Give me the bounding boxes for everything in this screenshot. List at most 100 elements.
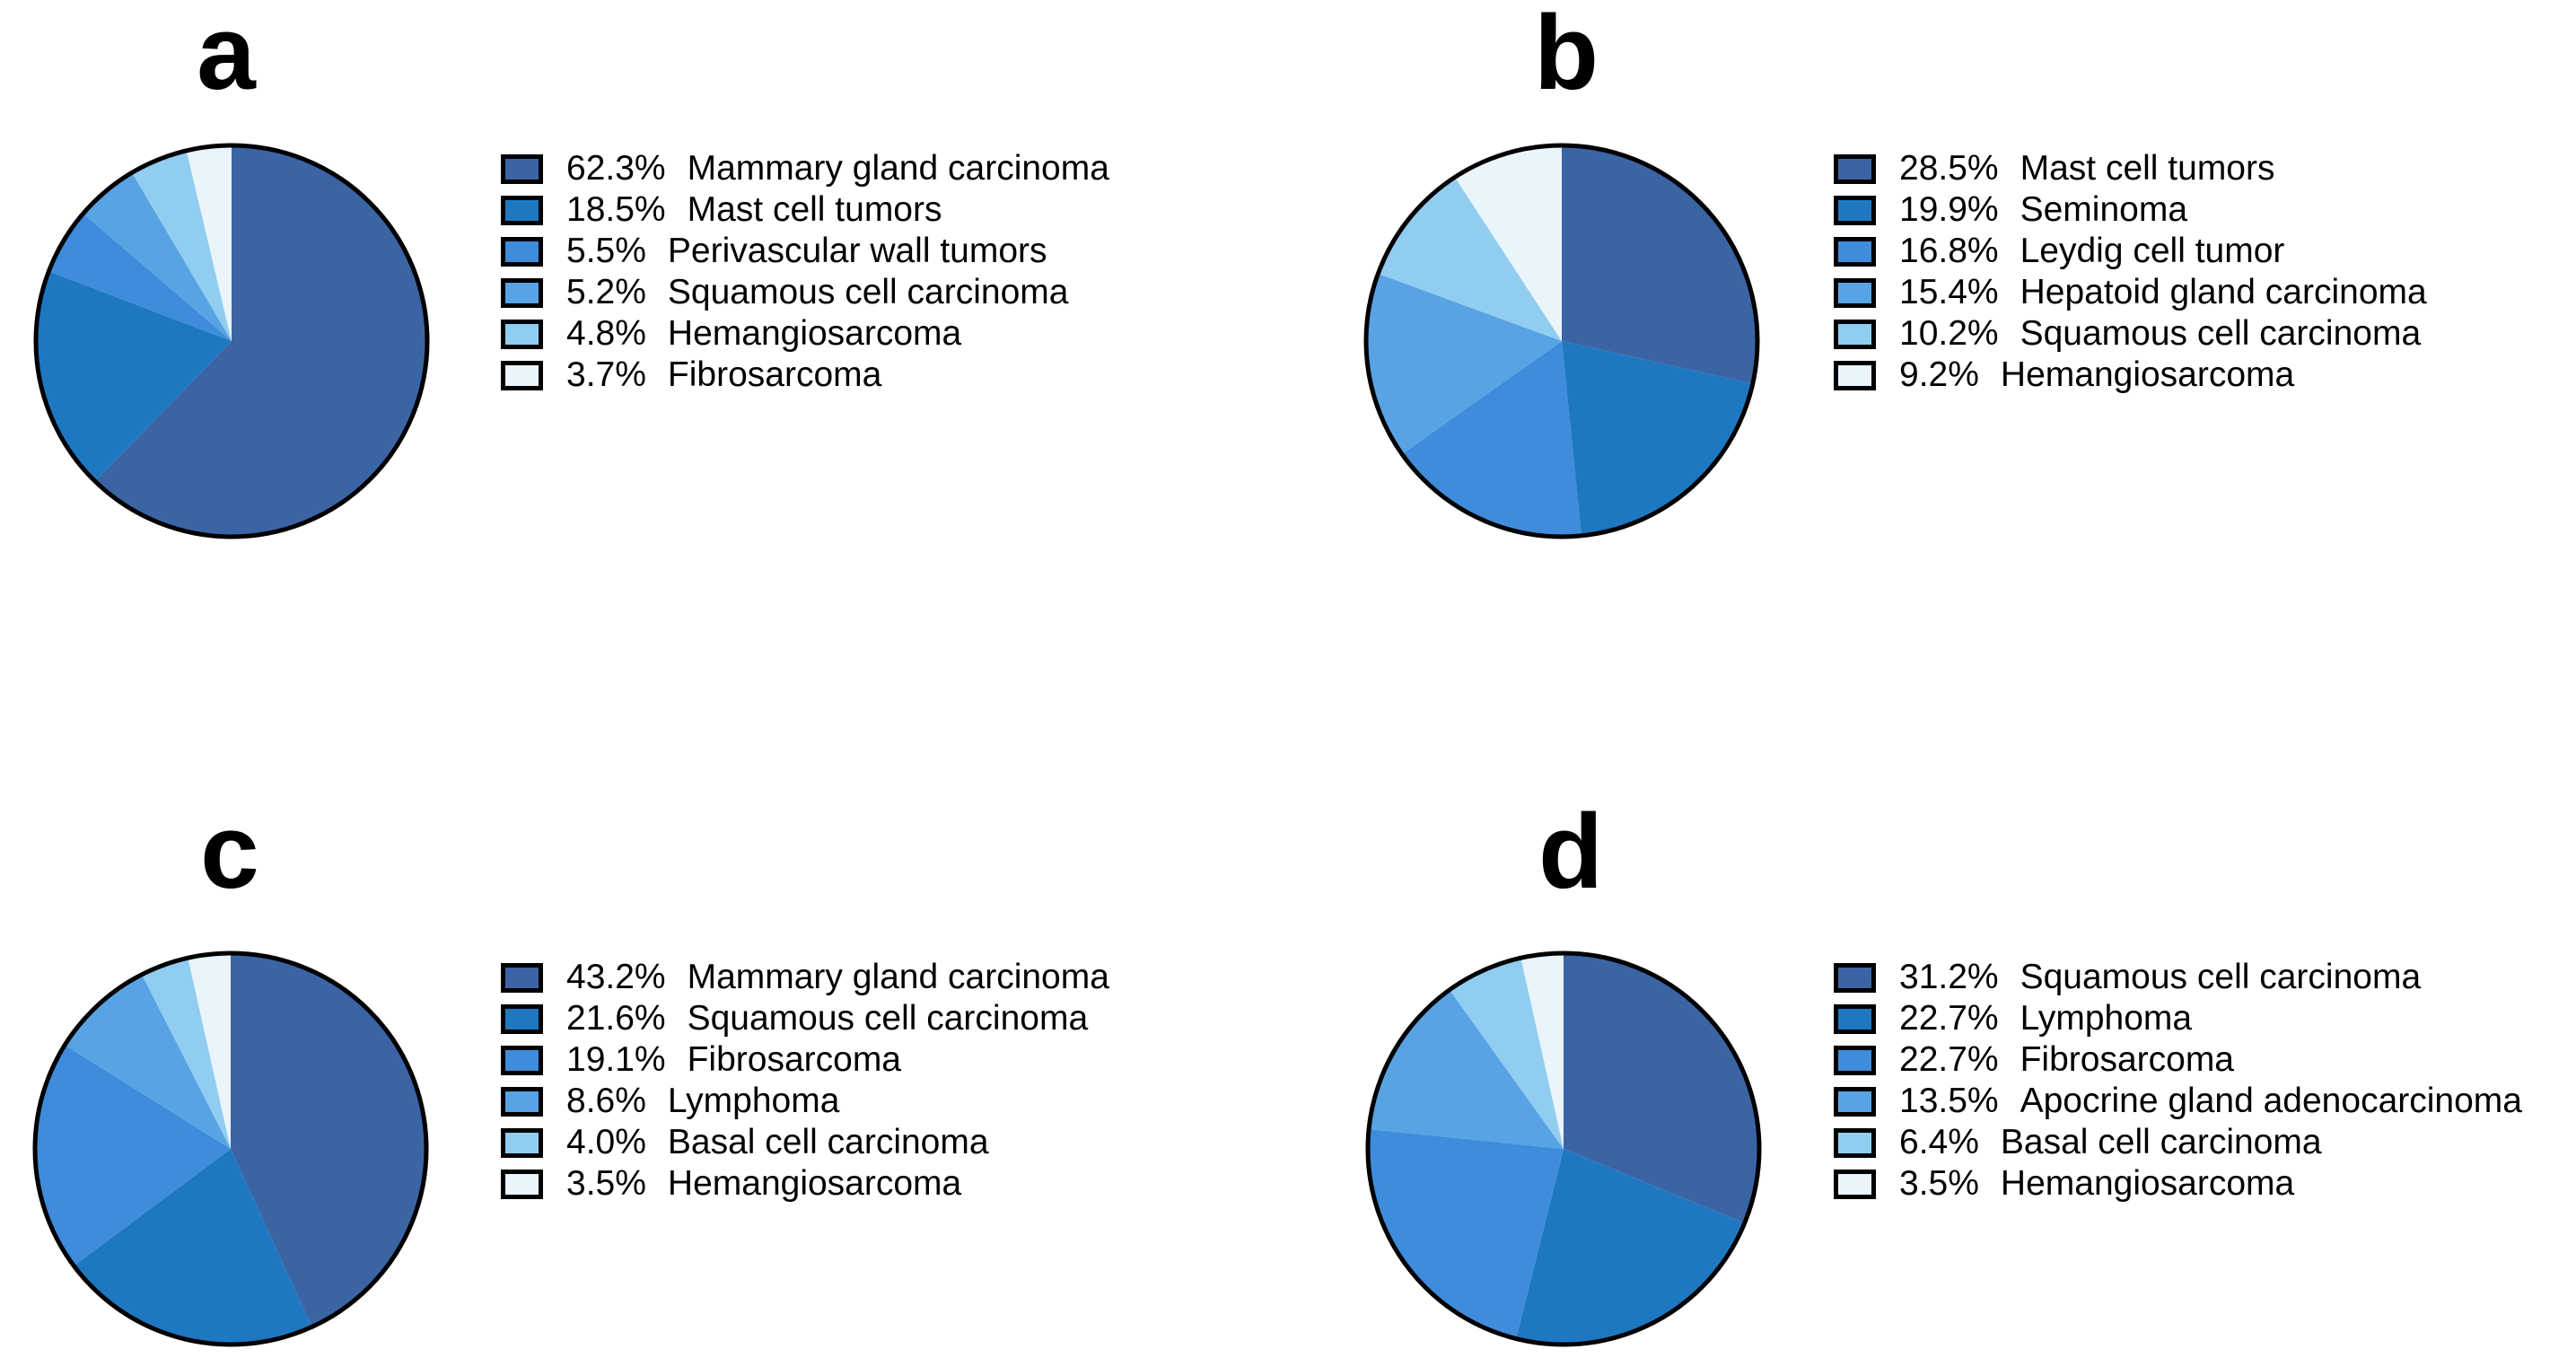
- legend-label: Perivascular wall tumors: [667, 232, 1047, 270]
- legend-item: 62.3% Mammary gland carcinoma: [501, 148, 1109, 189]
- legend-item: 3.7% Fibrosarcoma: [501, 355, 1109, 396]
- pie-slice: [1402, 341, 1582, 538]
- pie-slice: [1562, 341, 1753, 536]
- legend-swatch: [1834, 195, 1876, 225]
- legend-swatch: [1834, 1045, 1876, 1075]
- legend-item: 4.0% Basal cell carcinoma: [501, 1122, 1109, 1163]
- legend-item: 19.1% Fibrosarcoma: [501, 1039, 1109, 1081]
- legend-percent: 15.4%: [1899, 273, 1999, 311]
- legend-swatch: [1834, 277, 1876, 308]
- legend-swatch: [1834, 1169, 1876, 1199]
- legend-percent: 8.6%: [566, 1082, 646, 1120]
- legend-swatch: [501, 1086, 543, 1117]
- legend-percent: 3.5%: [1899, 1164, 1979, 1203]
- pie-outline: [33, 143, 430, 539]
- panel-label-b: b: [1533, 0, 1599, 112]
- pie-slice: [74, 1149, 312, 1345]
- legend-swatch: [1834, 360, 1876, 390]
- legend-label: Hepatoid gland carcinoma: [2020, 273, 2427, 311]
- legend-item: 10.2% Squamous cell carcinoma: [1834, 313, 2427, 355]
- legend-swatch: [1834, 236, 1876, 267]
- legend-label: Leydig cell tumor: [2020, 232, 2285, 270]
- pie-slice: [186, 145, 232, 341]
- panel-label-d: d: [1538, 793, 1604, 911]
- legend-percent: 6.4%: [1899, 1123, 1979, 1161]
- pie-slice: [188, 953, 231, 1149]
- legend-label: Apocrine gland adenocarcinoma: [2020, 1082, 2522, 1120]
- pie-slice: [65, 974, 232, 1149]
- legend-swatch: [1834, 1003, 1876, 1034]
- legend-percent: 5.2%: [566, 273, 646, 311]
- pie-slice: [48, 213, 232, 341]
- legend-label: Squamous cell carcinoma: [2020, 958, 2422, 996]
- legend-percent: 10.2%: [1899, 314, 1999, 353]
- legend-swatch: [1834, 1127, 1876, 1158]
- panel-label-a: a: [197, 0, 256, 112]
- pie-slice: [231, 953, 426, 1327]
- legend-label: Hemangiosarcoma: [667, 1164, 962, 1203]
- legend-item: 13.5% Apocrine gland adenocarcinoma: [1834, 1081, 2522, 1122]
- legend-percent: 13.5%: [1899, 1082, 1999, 1120]
- pie-slice: [1367, 1129, 1564, 1339]
- legend-item: 19.9% Seminoma: [1834, 189, 2427, 231]
- pie-slice: [36, 271, 232, 482]
- legend-percent: 19.1%: [566, 1040, 666, 1079]
- legend-swatch: [501, 1169, 543, 1199]
- legend-label: Hemangiosarcoma: [667, 314, 962, 353]
- legend-label: Seminoma: [2020, 190, 2188, 229]
- legend-item: 21.6% Squamous cell carcinoma: [501, 998, 1109, 1039]
- legend-label: Fibrosarcoma: [687, 1040, 901, 1079]
- legend-percent: 62.3%: [566, 149, 666, 188]
- pie-chart-d: [1365, 951, 1762, 1347]
- legend-percent: 43.2%: [566, 958, 666, 996]
- pie-slice: [1378, 177, 1562, 341]
- pie-slice: [83, 172, 232, 341]
- legend-percent: 21.6%: [566, 999, 666, 1038]
- legend-swatch: [501, 153, 543, 184]
- legend-percent: 19.9%: [1899, 190, 1999, 229]
- legend-label: Basal cell carcinoma: [2000, 1123, 2322, 1161]
- legend-item: 28.5% Mast cell tumors: [1834, 148, 2427, 189]
- pie-slice: [1520, 953, 1564, 1149]
- legend-percent: 3.5%: [566, 1164, 646, 1203]
- pie-slice: [1366, 273, 1562, 454]
- pie-slice: [1369, 989, 1564, 1149]
- legend-item: 31.2% Squamous cell carcinoma: [1834, 957, 2522, 998]
- pie-slice: [1449, 958, 1564, 1149]
- legend-label: Hemangiosarcoma: [2000, 355, 2295, 394]
- legend-label: Squamous cell carcinoma: [687, 999, 1089, 1038]
- pie-slice: [35, 1045, 232, 1266]
- legend-item: 22.7% Lymphoma: [1834, 998, 2522, 1039]
- legend-item: 18.5% Mast cell tumors: [501, 189, 1109, 231]
- legend-label: Mammary gland carcinoma: [687, 958, 1109, 996]
- legend-label: Mast cell tumors: [687, 190, 942, 229]
- pie-chart-b: [1363, 143, 1760, 539]
- legend-item: 16.8% Leydig cell tumor: [1834, 231, 2427, 272]
- pie-outline: [32, 951, 429, 1347]
- pie-slice: [132, 150, 232, 341]
- legend-percent: 22.7%: [1899, 1040, 1999, 1079]
- legend-percent: 28.5%: [1899, 149, 1999, 188]
- pie-slice: [1454, 145, 1562, 341]
- legend-swatch: [1834, 1086, 1876, 1117]
- pie-slice: [1516, 1149, 1745, 1345]
- legend-swatch: [501, 195, 543, 225]
- pie-chart-c: [32, 951, 429, 1347]
- legend-item: 5.5% Perivascular wall tumors: [501, 231, 1109, 272]
- legend-swatch: [501, 236, 543, 267]
- legend-swatch: [1834, 153, 1876, 184]
- legend-c: 43.2% Mammary gland carcinoma 21.6% Squamou…: [501, 957, 1109, 1205]
- pie-outline: [1365, 951, 1762, 1347]
- legend-item: 5.2% Squamous cell carcinoma: [501, 272, 1109, 313]
- legend-swatch: [1834, 319, 1876, 349]
- legend-item: 22.7% Fibrosarcoma: [1834, 1039, 2522, 1081]
- legend-item: 43.2% Mammary gland carcinoma: [501, 957, 1109, 998]
- legend-percent: 9.2%: [1899, 355, 1979, 394]
- legend-swatch: [501, 319, 543, 349]
- legend-label: Squamous cell carcinoma: [667, 273, 1069, 311]
- legend-percent: 5.5%: [566, 232, 646, 270]
- legend-percent: 18.5%: [566, 190, 666, 229]
- pie-outline: [1363, 143, 1760, 539]
- legend-percent: 31.2%: [1899, 958, 1999, 996]
